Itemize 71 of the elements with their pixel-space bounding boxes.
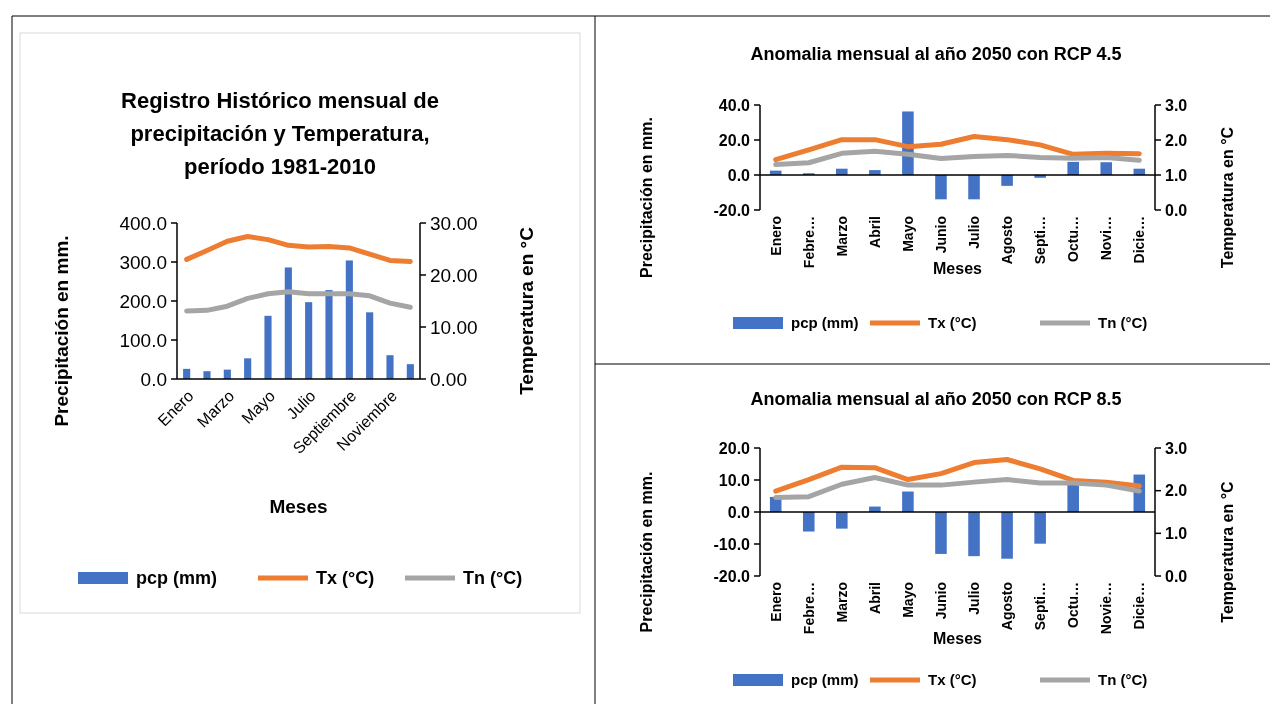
x-tick-label: Marzo — [833, 216, 850, 257]
y2-axis-title: Temperatura en °C — [1219, 126, 1236, 269]
x-axis-title: Meses — [933, 630, 983, 647]
x-tick-label: Julio — [965, 216, 982, 249]
x-tick-label: Marzo — [833, 582, 850, 623]
y-tick-label: 0.0 — [727, 166, 751, 184]
x-tick-label: Febre… — [800, 216, 817, 269]
y-tick-label: 200.0 — [119, 290, 167, 312]
y-tick-label: 40.0 — [718, 96, 751, 114]
x-tick-label: Agosto — [998, 216, 1015, 265]
y-tick-label: 300.0 — [119, 251, 167, 273]
legend-label: Tn (°C) — [1098, 671, 1148, 689]
x-tick-label: Octu… — [1065, 216, 1082, 262]
y2-axis-title: Temperatura en °C — [1219, 480, 1236, 623]
chart-title: Registro Histórico mensual de precipitación y Temperatura, período 1981-2010 — [121, 88, 439, 179]
y-tick-label: 10.0 — [718, 471, 751, 489]
x-tick-label: Junio — [932, 216, 949, 254]
x-tick-label: Septi… — [1032, 582, 1049, 631]
legend-label: Tn (°C) — [1098, 314, 1148, 332]
legend-label: pcp (mm) — [791, 671, 859, 689]
legend-label: Tx (°C) — [316, 568, 375, 589]
legend-label: Tx (°C) — [928, 671, 977, 689]
chart-title: Anomalia mensual al año 2050 con RCP 4.5 — [750, 44, 1122, 64]
x-tick-label: Mayo — [899, 582, 916, 618]
y2-tick-label: 20.00 — [430, 264, 478, 286]
x-tick-label: Novie… — [1098, 582, 1115, 635]
y2-axis-title: Temperatura en °C — [516, 226, 537, 395]
y2-tick-label: 0.0 — [1165, 567, 1188, 585]
x-tick-label: Abril — [866, 582, 883, 614]
x-tick-label: Septi… — [1032, 216, 1049, 265]
y2-tick-label: 2.0 — [1165, 482, 1188, 500]
y2-tick-label: 1.0 — [1165, 166, 1188, 184]
y2-tick-label: 3.0 — [1165, 439, 1188, 457]
y-tick-label: 0.0 — [727, 503, 751, 521]
y2-tick-label: 0.0 — [1165, 201, 1188, 219]
y2-tick-label: 3.0 — [1165, 96, 1188, 114]
legend-label: pcp (mm) — [136, 568, 218, 589]
x-tick-label: Enero — [767, 582, 784, 622]
y2-tick-label: 10.00 — [430, 316, 478, 338]
y-tick-label: 20.0 — [718, 131, 751, 149]
y2-tick-label: 0.00 — [430, 368, 467, 390]
y-axis-title: Precipitación en mm. — [51, 235, 72, 427]
y-tick-label: 20.0 — [718, 439, 751, 457]
x-tick-label: Novi… — [1098, 216, 1115, 261]
x-axis-title: Meses — [933, 260, 983, 277]
x-tick-label: Junio — [932, 582, 949, 620]
x-tick-label: Julio — [965, 582, 982, 615]
x-tick-label: Agosto — [998, 582, 1015, 631]
y2-tick-label: 1.0 — [1165, 524, 1188, 542]
x-tick-label: Abril — [866, 216, 883, 248]
y-tick-label: 400.0 — [119, 212, 167, 234]
x-axis-title: Meses — [269, 496, 328, 517]
legend-label: pcp (mm) — [791, 314, 859, 332]
legend-label: Tn (°C) — [463, 568, 523, 589]
x-tick-label: Dicie… — [1131, 582, 1148, 630]
y-tick-label: 0.0 — [140, 368, 167, 390]
x-tick-label: Enero — [767, 216, 784, 256]
y2-tick-label: 30.00 — [430, 212, 478, 234]
x-tick-label: Dicie… — [1131, 216, 1148, 264]
y-tick-label: -10.0 — [713, 535, 751, 553]
y-tick-label: -20.0 — [713, 201, 751, 219]
legend-label: Tx (°C) — [928, 314, 977, 332]
chart-title: Anomalia mensual al año 2050 con RCP 8.5 — [750, 389, 1122, 409]
y-axis-title: Precipitación en mm. — [638, 471, 655, 633]
x-tick-label: Mayo — [899, 216, 916, 252]
y2-tick-label: 2.0 — [1165, 131, 1188, 149]
y-tick-label: 100.0 — [119, 329, 167, 351]
y-tick-label: -20.0 — [713, 567, 751, 585]
x-tick-label: Octu… — [1065, 582, 1082, 628]
x-tick-label: Febre… — [800, 582, 817, 635]
y-axis-title: Precipitación en mm. — [638, 117, 655, 278]
